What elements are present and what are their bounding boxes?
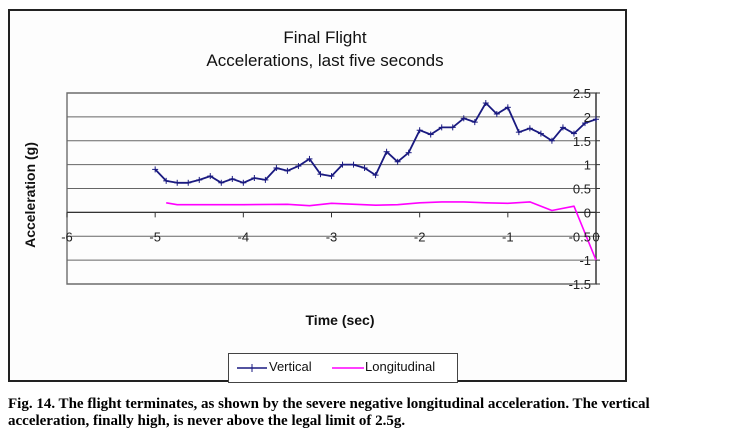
data-point-vertical [262, 176, 269, 183]
y-tick-label: 1.5 [573, 134, 591, 149]
data-point-vertical [570, 130, 577, 137]
data-point-vertical [328, 173, 335, 180]
data-point-vertical [218, 179, 225, 186]
data-point-vertical [284, 167, 291, 174]
y-tick-label: 0 [584, 205, 591, 220]
y-tick-label: 0.5 [573, 182, 591, 197]
data-point-vertical [152, 166, 159, 173]
chart-frame: Final Flight Accelerations, last five se… [8, 9, 627, 383]
y-tick-label: -1.5 [569, 277, 591, 292]
x-tick-label: -2 [414, 229, 426, 244]
y-tick-label: -1 [579, 253, 591, 268]
data-point-vertical [383, 148, 390, 155]
y-tick-label: 1 [584, 158, 591, 173]
data-point-vertical [504, 104, 511, 111]
tick-labels: 2.521.510.50-0.5-1-1.5-6 -5 -4 -3 -2 -1 0 [61, 86, 599, 292]
axes [66, 92, 600, 285]
data-point-vertical [581, 120, 588, 127]
data-point-vertical [482, 100, 489, 107]
x-tick-label: -4 [238, 229, 250, 244]
chart-title: Final Flight [283, 28, 367, 47]
data-point-vertical [537, 130, 544, 137]
data-point-vertical [251, 174, 258, 181]
data-point-vertical [306, 155, 313, 162]
x-tick-label: 0 [592, 229, 599, 244]
data-point-vertical [515, 129, 522, 136]
data-point-vertical [273, 164, 280, 171]
data-point-vertical [174, 179, 181, 186]
data-point-vertical [593, 116, 599, 123]
series [152, 100, 599, 261]
data-point-vertical [405, 149, 412, 156]
y-tick-label: 2 [584, 110, 591, 125]
data-point-vertical [229, 175, 236, 182]
data-point-vertical [438, 124, 445, 131]
data-point-vertical [416, 127, 423, 134]
data-point-vertical [372, 172, 379, 179]
x-tick-label: -3 [326, 229, 338, 244]
gridlines [66, 92, 597, 285]
data-point-vertical [196, 176, 203, 183]
data-point-vertical [295, 163, 302, 170]
data-point-vertical [449, 124, 456, 131]
data-point-vertical [163, 177, 170, 184]
data-point-vertical [317, 171, 324, 178]
data-point-vertical [240, 179, 247, 186]
legend: Vertical Longitudinal [228, 353, 458, 383]
data-point-vertical [361, 164, 368, 171]
data-point-vertical [394, 158, 401, 165]
data-point-vertical [559, 124, 566, 131]
data-point-vertical [471, 119, 478, 126]
data-point-vertical [350, 161, 357, 168]
data-point-vertical [460, 115, 467, 122]
data-point-vertical [339, 161, 346, 168]
series-line-vertical [154, 102, 597, 184]
x-tick-label: -5 [149, 229, 161, 244]
x-axis-label: Time (sec) [305, 312, 375, 328]
data-point-vertical [207, 173, 214, 180]
data-point-vertical [526, 125, 533, 132]
legend-longitudinal-label: Longitudinal [365, 359, 436, 374]
legend-vertical-label: Vertical [269, 359, 312, 374]
data-point-vertical [427, 131, 434, 138]
data-point-vertical [548, 137, 555, 144]
x-tick-label: -1 [502, 229, 514, 244]
chart-subtitle: Accelerations, last five seconds [206, 51, 444, 70]
legend-swatches [237, 364, 364, 372]
x-tick-label: -6 [61, 229, 73, 244]
y-tick-label: -0.5 [569, 229, 591, 244]
series-line-longitudinal [166, 201, 597, 261]
data-point-vertical [185, 179, 192, 186]
data-point-vertical [493, 111, 500, 118]
figure-caption: Fig. 14. The flight terminates, as shown… [8, 396, 650, 429]
y-tick-label: 2.5 [573, 86, 591, 101]
